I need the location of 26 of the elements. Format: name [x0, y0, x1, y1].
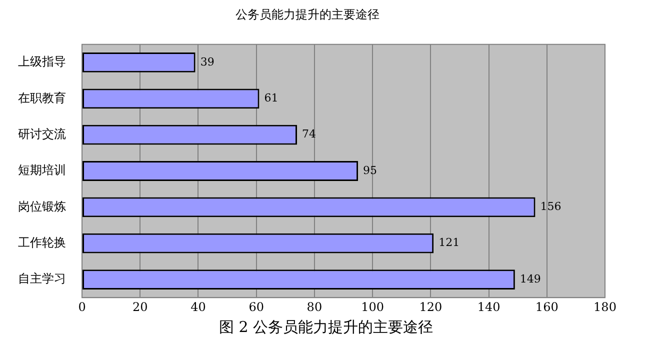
- x-tick-label: 180: [594, 300, 616, 314]
- x-tick-label: 20: [132, 300, 148, 314]
- y-tick-label: 工作轮换: [18, 235, 66, 250]
- y-tick-label: 研讨交流: [18, 126, 66, 141]
- y-tick-label: 在职教育: [18, 90, 66, 105]
- data-label: 95: [363, 164, 378, 177]
- x-tick-label: 60: [248, 300, 264, 314]
- x-tick-label: 40: [190, 300, 206, 314]
- y-tick-label: 上级指导: [18, 54, 66, 69]
- x-tick-label: 100: [361, 300, 384, 314]
- x-tick-label: 140: [477, 300, 500, 314]
- x-tick-label: 80: [306, 300, 322, 314]
- y-tick-label: 短期培训: [18, 163, 66, 178]
- y-tick-label: 自主学习: [18, 272, 66, 286]
- x-tick-label: 120: [419, 300, 442, 314]
- x-tick-label: 0: [78, 300, 86, 314]
- data-label: 61: [264, 92, 278, 105]
- y-tick-label: 岗位锻炼: [18, 199, 66, 214]
- data-label: 121: [438, 236, 460, 250]
- x-tick-label: 160: [535, 300, 558, 314]
- chart-title: 公务员能力提升的主要途径: [236, 7, 380, 22]
- caption: 图 2 公务员能力提升的主要途径: [218, 318, 434, 337]
- data-label: 156: [540, 200, 562, 214]
- data-label: 39: [200, 55, 214, 68]
- data-label: 74: [302, 128, 316, 141]
- data-label: 149: [520, 272, 541, 286]
